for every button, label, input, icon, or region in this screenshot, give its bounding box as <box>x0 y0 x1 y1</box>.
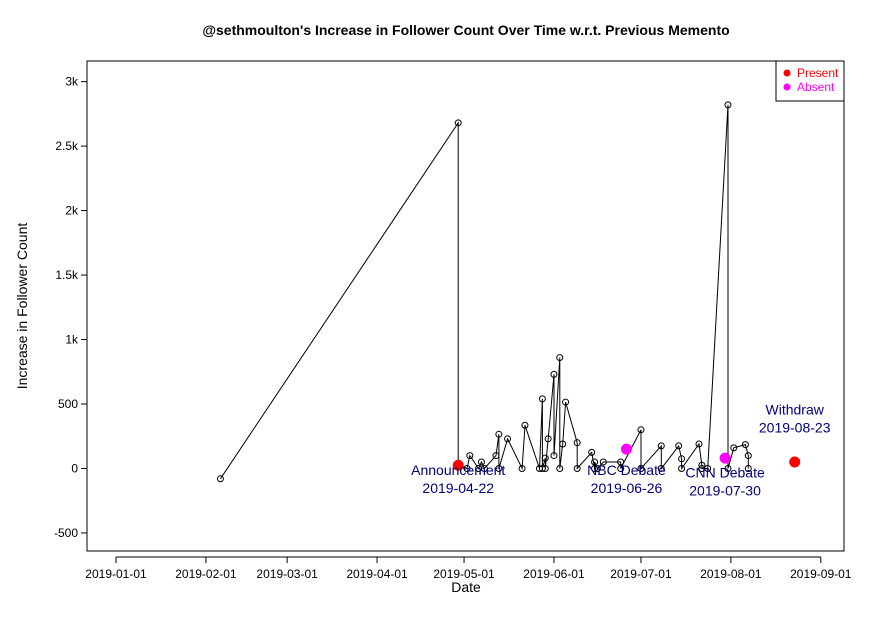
data-point <box>588 448 596 456</box>
legend-label: Absent <box>797 80 835 94</box>
data-point <box>504 435 512 443</box>
data-point <box>495 430 503 438</box>
y-tick-label: 1k <box>65 333 79 347</box>
legend-box <box>775 60 845 102</box>
x-axis: 2019-01-01 2019-02-01 2019-03-01 2019-04-01… <box>85 556 852 581</box>
x-tick-label: 2019-09-01 <box>790 567 852 581</box>
data-point <box>454 119 462 127</box>
data-series <box>216 101 752 483</box>
plot-frame <box>86 60 845 552</box>
legend-label: Present <box>797 66 839 80</box>
annotation-text: 2019-06-26 <box>591 480 663 496</box>
y-tick-label: 2k <box>65 204 79 218</box>
event-point-present <box>452 459 464 471</box>
data-point <box>521 421 529 429</box>
data-point <box>463 464 471 472</box>
data-point <box>477 458 485 466</box>
y-axis-label: Increase in Follower Count <box>14 223 30 390</box>
data-point <box>657 464 665 472</box>
data-point <box>599 458 607 466</box>
data-point <box>556 354 564 362</box>
data-point <box>695 440 703 448</box>
data-point <box>741 441 749 449</box>
data-point <box>678 455 686 463</box>
y-axis: -500 0 500 1k 1.5k 2k 2.5k 3k <box>54 75 87 540</box>
x-tick-label: 2019-05-01 <box>433 567 495 581</box>
data-point <box>541 454 549 462</box>
data-point <box>724 101 732 109</box>
y-tick-label: 2.5k <box>55 139 79 153</box>
data-point <box>591 458 599 466</box>
data-point <box>637 464 645 472</box>
x-tick-label: 2019-08-01 <box>700 567 762 581</box>
event-point-absent <box>719 452 731 464</box>
x-tick-label: 2019-07-01 <box>610 567 672 581</box>
data-point <box>704 464 712 472</box>
data-point <box>480 464 488 472</box>
annotation-text: CNN Debate <box>685 465 765 481</box>
data-point <box>559 440 567 448</box>
y-tick-label: 0 <box>71 461 78 475</box>
y-tick-label: -500 <box>54 526 78 540</box>
data-point <box>637 426 645 434</box>
legend-swatch <box>783 69 791 77</box>
data-point <box>518 464 526 472</box>
data-point <box>492 452 500 460</box>
follower-increase-line <box>219 104 749 480</box>
x-tick-label: 2019-04-01 <box>346 567 408 581</box>
data-point <box>573 439 581 447</box>
data-point <box>466 452 474 460</box>
data-point <box>730 444 738 452</box>
data-point <box>617 464 625 472</box>
data-point <box>562 398 570 406</box>
data-point <box>675 442 683 450</box>
annotation-text: Announcement <box>411 462 505 478</box>
data-point <box>550 452 558 460</box>
data-point <box>556 464 564 472</box>
data-point <box>678 464 686 472</box>
annotation-text: 2019-07-30 <box>689 483 761 499</box>
annotation-text: NBC Debate <box>587 462 666 478</box>
legend-swatch <box>783 83 791 91</box>
data-point <box>744 452 752 460</box>
data-point <box>216 475 224 483</box>
x-tick-label: 2019-03-01 <box>256 567 318 581</box>
data-point <box>698 461 706 469</box>
data-point <box>495 464 503 472</box>
event-point-present <box>789 456 801 468</box>
data-point <box>593 464 601 472</box>
data-point <box>544 435 552 443</box>
annotation-text: Withdraw <box>766 401 825 417</box>
event-markers <box>452 443 801 471</box>
chart-title: @sethmoulton's Increase in Follower Coun… <box>202 22 729 38</box>
data-point <box>550 370 558 378</box>
annotation-text: 2019-04-22 <box>422 480 494 496</box>
event-point-absent <box>620 443 632 455</box>
y-tick-label: 3k <box>65 75 79 89</box>
data-point <box>724 464 732 472</box>
x-tick-label: 2019-02-01 <box>175 567 237 581</box>
y-tick-label: 1.5k <box>55 268 79 282</box>
data-point <box>657 442 665 450</box>
data-point <box>538 464 546 472</box>
x-axis-label: Date <box>451 579 481 595</box>
data-point <box>573 464 581 472</box>
data-point <box>538 395 546 403</box>
y-tick-label: 500 <box>58 397 78 411</box>
event-annotations: Announcement 2019-04-22 NBC Debate 2019-06-… <box>411 401 831 498</box>
data-point <box>541 464 549 472</box>
annotation-text: 2019-08-23 <box>759 419 831 435</box>
data-point <box>744 464 752 472</box>
x-tick-label: 2019-06-01 <box>523 567 585 581</box>
x-tick-label: 2019-01-01 <box>85 567 147 581</box>
